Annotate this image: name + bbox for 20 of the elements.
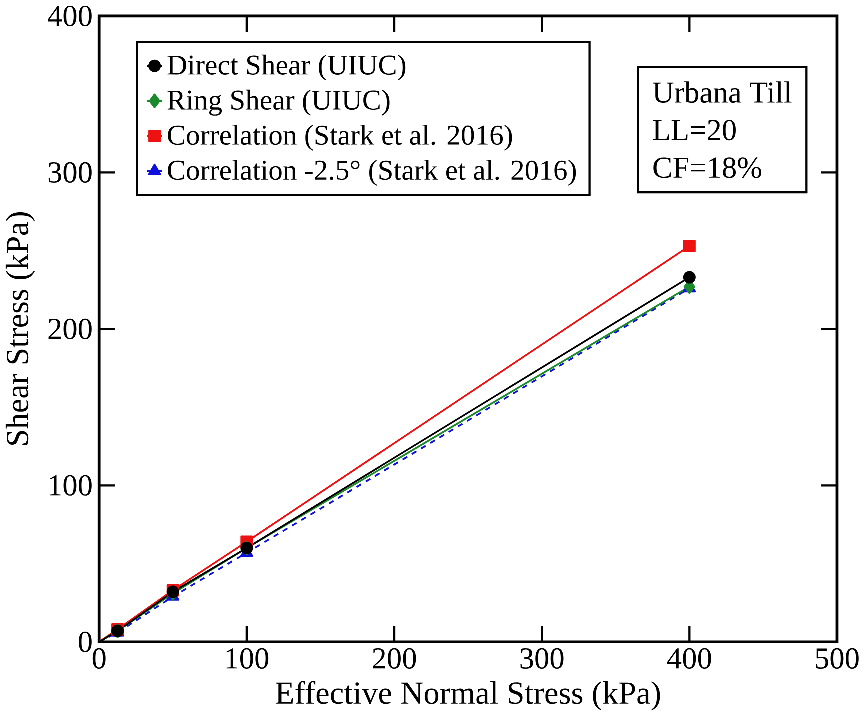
- x-tick-label: 100: [226, 648, 269, 670]
- annotation: LL=20: [653, 120, 736, 141]
- legend-label: Direct Shear (UIUC): [168, 54, 406, 81]
- y-tick-label: 100: [50, 476, 92, 496]
- x-tick-label: 300: [520, 648, 564, 670]
- x-tick-label: 200: [373, 648, 416, 670]
- x-tick-label: 500: [816, 648, 859, 670]
- y-tick-label: 200: [48, 319, 92, 340]
- x-tick-label: 0: [92, 648, 106, 670]
- legend-label: Correlation (Stark et al. 2016): [168, 125, 512, 152]
- y-tick-label: 400: [48, 6, 92, 27]
- y-tick-label: 300: [48, 162, 92, 184]
- legend-label: Correlation -2.5° (Stark et al. 2016): [168, 160, 576, 186]
- y-tick-label: 0: [78, 632, 92, 653]
- x-tick-label: 400: [667, 648, 712, 670]
- x-axis-title: Effective Normal Stress (kPa): [276, 681, 660, 711]
- annotation: CF=18%: [654, 158, 762, 178]
- legend-label: Ring Shear (UIUC): [168, 90, 390, 116]
- y-axis-title: Shear Stress (kPa): [6, 212, 36, 446]
- annotation: Urbana Till: [653, 82, 792, 104]
